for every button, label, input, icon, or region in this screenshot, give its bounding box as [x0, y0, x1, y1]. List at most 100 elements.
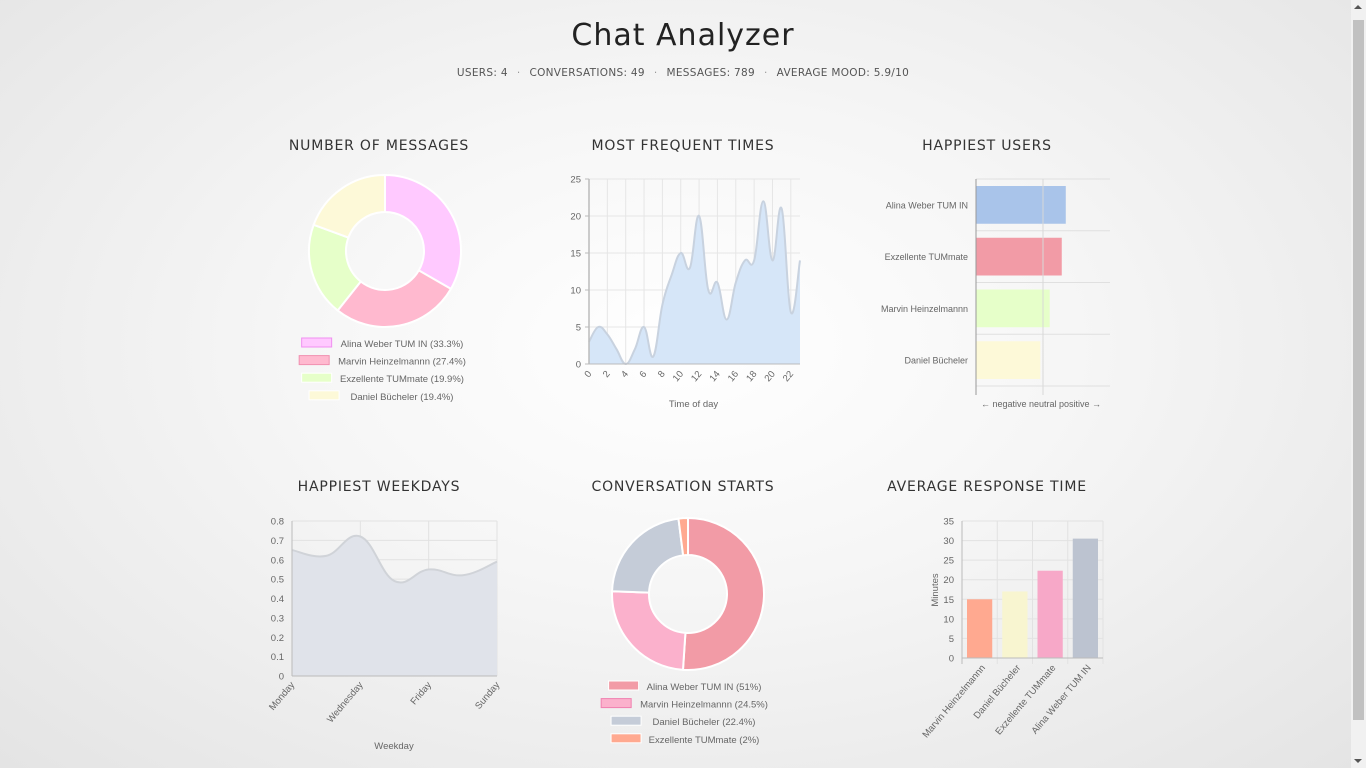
x-tick-label: 6 [638, 369, 650, 380]
x-tick-label: 10 [671, 369, 686, 384]
messages-chart-title: NUMBER OF MESSAGES [288, 138, 470, 154]
legend-label: Marvin Heinzelmannn (24.5%) [640, 700, 768, 711]
scroll-down-arrow-icon[interactable] [1354, 759, 1362, 763]
x-tick-label: 20 [763, 369, 778, 384]
stat-conversations: CONVERSATIONS: 49 [529, 67, 645, 79]
y-tick-label: 25 [943, 556, 954, 567]
y-tick-label: 0.7 [271, 536, 284, 547]
page-title: Chat Analyzer [571, 18, 795, 53]
stat-separator: · [653, 67, 658, 79]
bar [976, 341, 1041, 379]
x-tick-label: 16 [726, 369, 741, 384]
donut-slice [336, 269, 453, 328]
bar [1037, 570, 1063, 658]
legend-swatch [608, 680, 640, 691]
y-tick-label: 0.2 [271, 633, 284, 644]
bar [976, 289, 1050, 328]
x-axis-caption: ← negative neutral positive → [981, 399, 1101, 409]
x-tick-label: Monday [267, 680, 297, 713]
donut-slice [611, 517, 685, 594]
legend-label: Daniel Bücheler (19.4%) [351, 392, 454, 403]
y-tick-label: 0 [279, 672, 284, 683]
x-tick-label: 18 [744, 369, 759, 384]
bar [976, 186, 1066, 224]
bar [976, 237, 1062, 276]
legend-swatch [301, 372, 333, 383]
y-tick-label: 0.1 [271, 652, 284, 663]
x-tick-label: 2 [601, 369, 613, 380]
y-category-label: Marvin Heinzelmannn [881, 304, 968, 314]
donut-slice [384, 173, 462, 291]
x-tick-label: 12 [689, 369, 704, 384]
y-tick-label: 0.3 [271, 613, 284, 624]
x-tick-label: 14 [708, 369, 723, 384]
stat-average-mood: AVERAGE MOOD: 5.9/10 [776, 67, 910, 79]
legend-swatch [301, 337, 333, 348]
y-tick-label: 0 [949, 654, 954, 665]
vertical-scrollbar[interactable] [1351, 0, 1366, 768]
stat-separator: · [516, 67, 521, 79]
donut-slice [308, 223, 363, 312]
x-tick-label: 8 [656, 369, 668, 380]
stat-messages: MESSAGES: 789 [666, 67, 755, 79]
donut-slice [312, 173, 386, 239]
donut-slice [677, 516, 689, 557]
y-axis-title: Minutes [930, 573, 941, 607]
starts-chart-title: CONVERSATION STARTS [591, 479, 775, 495]
y-tick-label: 0.5 [271, 575, 284, 586]
legend-label: Alina Weber TUM IN (51%) [647, 682, 762, 693]
stat-separator: · [764, 67, 768, 79]
summary-stats: USERS: 4 · CONVERSATIONS: 49 · MESSAGES: 789… [0, 67, 1366, 79]
bar [1072, 538, 1098, 658]
x-tick-label: Wednesday [325, 680, 366, 726]
y-tick-label: 10 [943, 614, 954, 625]
scrollbar-thumb[interactable] [1353, 20, 1364, 720]
x-tick-label: 0 [582, 369, 594, 380]
y-category-label: Alina Weber TUM IN [886, 200, 968, 210]
legend-label: Marvin Heinzelmannn (27.4%) [338, 357, 466, 368]
x-tick-label: Sunday [473, 680, 502, 712]
series-line [588, 200, 801, 366]
x-tick-label: Friday [409, 680, 435, 707]
stat-users: USERS: 4 [456, 67, 508, 79]
x-tick-label: Exzellente TUMmate [993, 663, 1058, 737]
y-tick-label: 0 [576, 360, 581, 371]
y-tick-label: 30 [943, 536, 954, 547]
y-tick-label: 0.4 [271, 594, 284, 605]
times-chart-title: MOST FREQUENT TIMES [591, 138, 775, 154]
y-tick-label: 20 [943, 575, 954, 586]
y-tick-label: 25 [570, 175, 581, 186]
y-tick-label: 20 [570, 212, 581, 223]
happiest-users-chart-title: HAPPIEST USERS [922, 138, 1052, 154]
x-tick-label: Daniel Bücheler [972, 663, 1024, 721]
series-line [291, 534, 498, 584]
donut-slice [611, 590, 687, 671]
area-fill [589, 201, 800, 364]
legend-label: Exzellente TUMmate (19.9%) [340, 374, 464, 385]
scroll-up-arrow-icon[interactable] [1354, 5, 1362, 9]
y-category-label: Exzellente TUMmate [885, 252, 968, 262]
x-tick-label: 4 [619, 369, 631, 380]
x-tick-label: Alina Weber TUM IN [1029, 663, 1093, 737]
legend-label: Alina Weber TUM IN (33.3%) [341, 339, 464, 350]
bar [967, 599, 993, 658]
x-axis-title: Time of day [669, 399, 719, 410]
y-tick-label: 10 [570, 286, 581, 297]
donut-slice [681, 516, 765, 671]
x-axis-title: Weekday [374, 741, 414, 752]
y-tick-label: 0.6 [271, 555, 284, 566]
response-chart-title: AVERAGE RESPONSE TIME [887, 479, 1087, 495]
x-tick-label: 22 [781, 369, 796, 384]
legend-swatch [600, 698, 632, 709]
area-fill [292, 535, 497, 676]
legend-swatch [610, 733, 642, 744]
legend-label: Exzellente TUMmate (2%) [649, 735, 760, 746]
legend-swatch [610, 715, 642, 726]
legend-swatch [298, 355, 330, 366]
weekdays-chart-title: HAPPIEST WEEKDAYS [297, 479, 461, 495]
legend-label: Daniel Bücheler (22.4%) [653, 717, 756, 728]
y-tick-label: 5 [576, 323, 581, 334]
legend-swatch [308, 390, 340, 401]
y-tick-label: 15 [943, 595, 954, 606]
